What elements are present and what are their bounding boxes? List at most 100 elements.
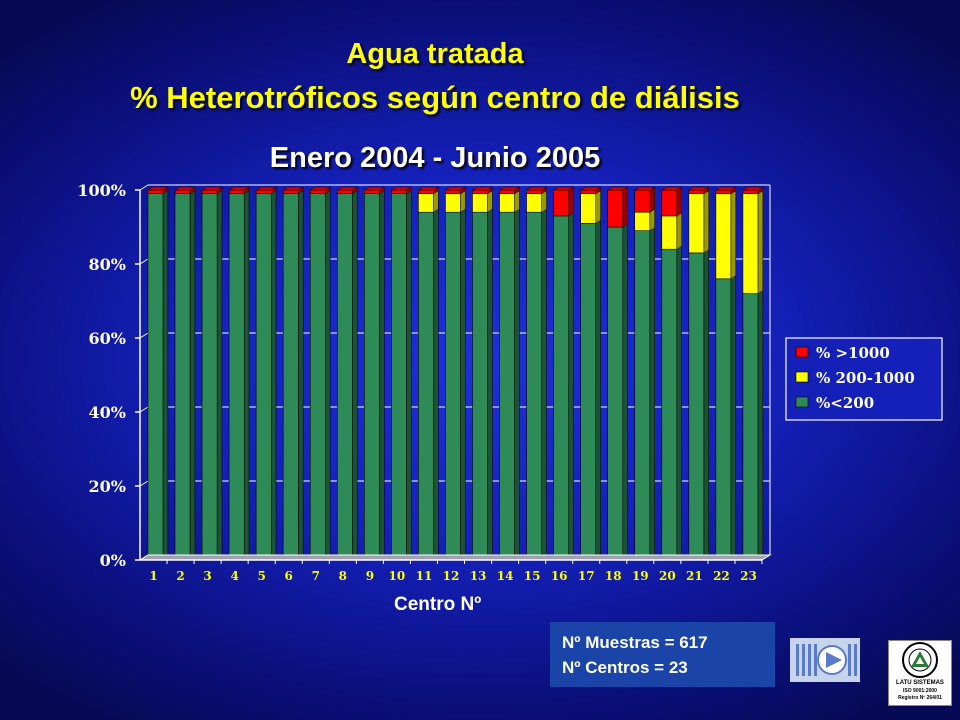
x-tick-label: 2 [176,569,184,583]
title-line2: % Heterotróficos según centro de diálisi… [130,80,740,115]
legend-label: % >1000 [816,344,890,362]
bar-20-series-2 [660,186,683,217]
institution-logo-icon [790,638,860,682]
legend-swatch [795,346,809,358]
bar-12-series-2 [444,186,467,195]
bar-8-series-0 [336,190,358,561]
bar-1-series-2 [147,186,169,195]
bar-16-series-0 [553,212,574,561]
legend-swatch [795,371,809,383]
x-tick-label: 19 [632,569,649,583]
x-tick-label: 3 [203,569,211,583]
bar-22-series-1 [715,190,737,280]
bar-17-series-1 [580,190,601,224]
center-count: Nº Centros = 23 [562,658,688,677]
x-tick-label: 16 [551,569,568,583]
bar-12-series-1 [445,190,466,213]
y-tick-label: 60% [89,329,126,348]
x-tick-label: 5 [258,569,266,583]
legend [785,337,943,421]
y-tick-label: 80% [89,255,126,274]
x-tick-label: 11 [416,569,433,583]
bar-21-series-0 [688,249,710,561]
bar-21-series-1 [688,190,710,254]
info-box: Nº Muestras = 617 Nº Centros = 23 [550,622,775,687]
x-tick-label: 7 [312,569,320,583]
latu-caption-2: ISO 9001:2000 [903,688,937,694]
bar-15-series-2 [525,186,548,195]
bar-16-series-2 [552,186,575,217]
chart-title: Enero 2004 - Junio 2005 [269,142,601,174]
legend-label: % 200-1000 [816,369,915,387]
x-tick-label: 13 [470,569,487,583]
y-tick-label: 0% [100,551,126,570]
bar-11-series-0 [418,208,439,561]
latu-certification-logo: LATU SISTEMAS ISO 9001:2000 Registro Nº … [888,640,952,706]
bar-23-series-0 [742,290,764,561]
bar-23-series-2 [742,186,764,195]
bar-10-series-0 [391,190,412,561]
bar-22-series-2 [714,186,737,195]
x-axis-label: Centro Nº [394,594,482,615]
x-tick-label: 15 [524,569,541,583]
bar-2-series-0 [174,190,196,561]
x-tick-label: 17 [578,569,595,583]
bar-23-series-1 [742,190,764,295]
bar-4-series-0 [228,190,250,561]
latu-caption-3: Registro Nº 264/01 [898,695,942,701]
bar-17-series-2 [579,186,602,195]
bar-13-series-2 [471,186,494,195]
bar-3-series-2 [201,186,223,195]
x-tick-label: 1 [149,569,157,583]
bar-14-series-0 [499,208,520,561]
bar-22-series-0 [715,275,737,561]
bar-9-series-2 [363,186,386,195]
x-tick-label: 20 [659,569,676,583]
bar-15-series-1 [526,190,547,213]
bar-18-series-2 [606,186,629,228]
bar-15-series-0 [526,208,547,561]
bar-19-series-0 [634,227,655,561]
legend-label: %<200 [816,394,874,412]
bar-11-series-2 [417,186,440,195]
title-line1: Agua tratada [346,38,524,70]
bar-18-series-0 [607,223,628,561]
x-tick-label: 9 [366,569,374,583]
bar-19-series-2 [633,186,656,213]
latu-seal-icon [902,642,938,678]
bar-12-series-0 [445,208,466,561]
x-tick-label: 12 [443,569,460,583]
bar-5-series-2 [255,186,277,195]
bar-7-series-0 [309,190,331,561]
y-tick-label: 20% [89,477,126,496]
legend-swatch [795,396,809,408]
x-tick-label: 22 [713,569,730,583]
x-tick-label: 8 [339,569,347,583]
bar-13-series-0 [472,208,493,561]
latu-caption-1: LATU SISTEMAS [896,680,944,686]
bar-8-series-2 [336,186,359,195]
bar-1-series-0 [147,190,169,561]
bar-14-series-2 [498,186,521,195]
bar-20-series-1 [661,212,682,250]
bar-17-series-0 [580,219,601,561]
bar-21-series-2 [687,186,710,195]
bar-6-series-2 [282,186,304,195]
bar-2-series-2 [174,186,196,195]
bar-9-series-0 [363,190,385,561]
x-tick-label: 4 [230,569,238,583]
x-tick-label: 10 [389,569,406,583]
y-tick-label: 100% [77,181,126,200]
x-tick-label: 18 [605,569,622,583]
bar-5-series-0 [255,190,277,561]
x-tick-label: 14 [497,569,514,583]
x-tick-label: 23 [740,569,757,583]
bar-6-series-0 [282,190,304,561]
x-tick-label: 21 [686,569,703,583]
sample-count: Nº Muestras = 617 [562,633,708,652]
bar-3-series-0 [201,190,223,561]
y-tick-label: 40% [89,403,126,422]
bar-4-series-2 [228,186,250,195]
bar-13-series-1 [472,190,493,213]
